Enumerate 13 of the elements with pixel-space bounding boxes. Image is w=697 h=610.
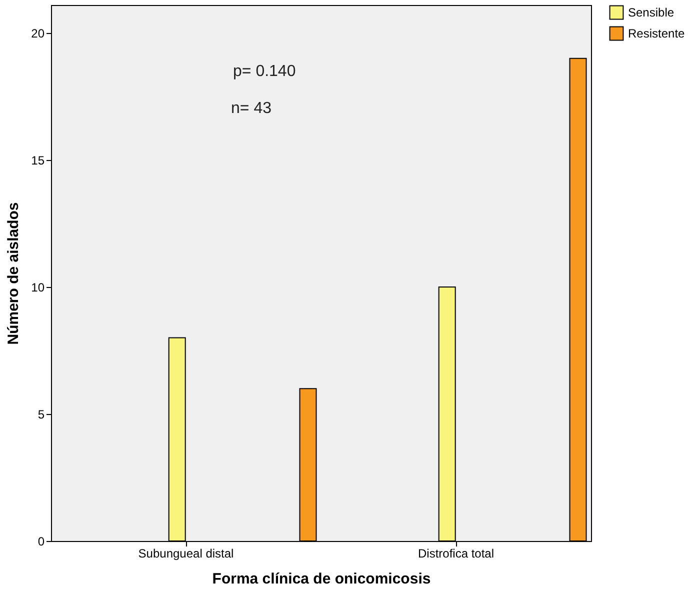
y-tick-label: 10 [31, 280, 45, 294]
y-tick-label: 5 [38, 407, 45, 422]
x-tick-label: Distrofica total [418, 546, 494, 560]
legend-label: Sensible [628, 6, 674, 20]
x-tick-label: Subungueal distal [138, 546, 234, 560]
legend-label: Resistente [628, 26, 686, 40]
x-axis-title: Forma clínica de onicomicosis [212, 570, 431, 588]
annotation: n= 43 [231, 100, 272, 117]
y-tick-label: 20 [31, 26, 45, 40]
y-tick-label: 0 [38, 534, 45, 548]
y-axis-title: Número de aislados [5, 202, 22, 345]
annotation: p= 0.140 [233, 63, 296, 80]
y-tick-label: 15 [31, 153, 45, 168]
